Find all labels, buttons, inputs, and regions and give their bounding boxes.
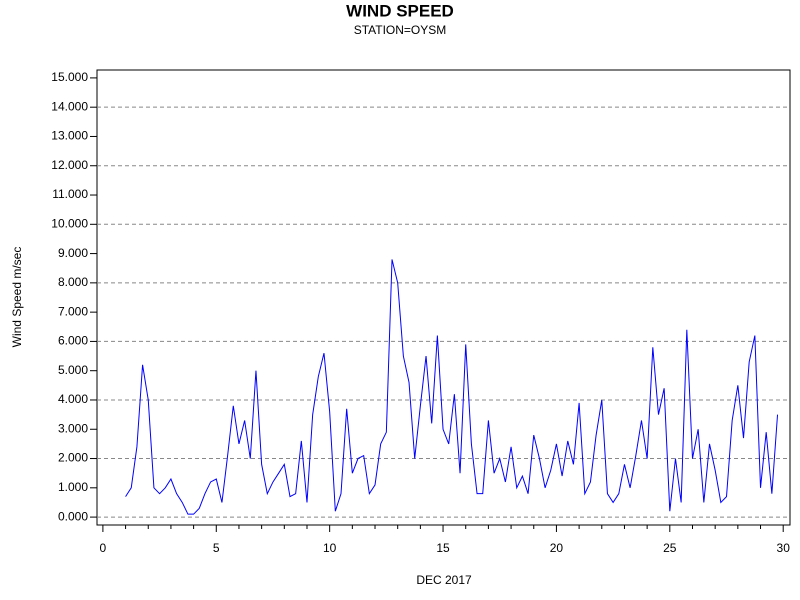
chart-subtitle: STATION=OYSM — [354, 23, 447, 37]
y-tick-label: 2.000 — [58, 451, 88, 465]
y-tick-label: 7.000 — [58, 304, 88, 318]
y-tick-label: 1.000 — [58, 480, 88, 494]
x-tick-label: 25 — [663, 541, 677, 555]
y-tick-label: 8.000 — [58, 275, 88, 289]
y-axis-label: Wind Speed m/sec — [10, 247, 24, 348]
y-tick-label: 4.000 — [58, 392, 88, 406]
x-tick-label: 30 — [777, 541, 791, 555]
chart-title: WIND SPEED — [346, 1, 454, 20]
y-tick-label: 11.000 — [52, 187, 88, 201]
y-tick-label: 6.000 — [58, 334, 88, 348]
y-tick-label: 15.000 — [51, 70, 88, 84]
plot-frame — [96, 69, 791, 526]
y-tick-label: 10.000 — [51, 216, 88, 230]
y-tick-label: 9.000 — [58, 246, 88, 260]
x-tick-label: 15 — [436, 541, 450, 555]
y-tick-label: 13.000 — [51, 129, 88, 143]
y-tick-label: 3.000 — [58, 421, 88, 435]
x-tick-label: 0 — [100, 541, 107, 555]
y-tick-label: 12.000 — [51, 158, 88, 172]
x-tick-label: 5 — [213, 541, 220, 555]
data-line — [125, 259, 779, 515]
y-tick-label: 14.000 — [51, 99, 88, 113]
x-tick-label: 20 — [550, 541, 564, 555]
y-tick-label: 0.000 — [58, 509, 88, 523]
x-tick-label: 10 — [323, 541, 337, 555]
x-axis-label: DEC 2017 — [416, 573, 472, 587]
y-tick-label: 5.000 — [58, 363, 88, 377]
